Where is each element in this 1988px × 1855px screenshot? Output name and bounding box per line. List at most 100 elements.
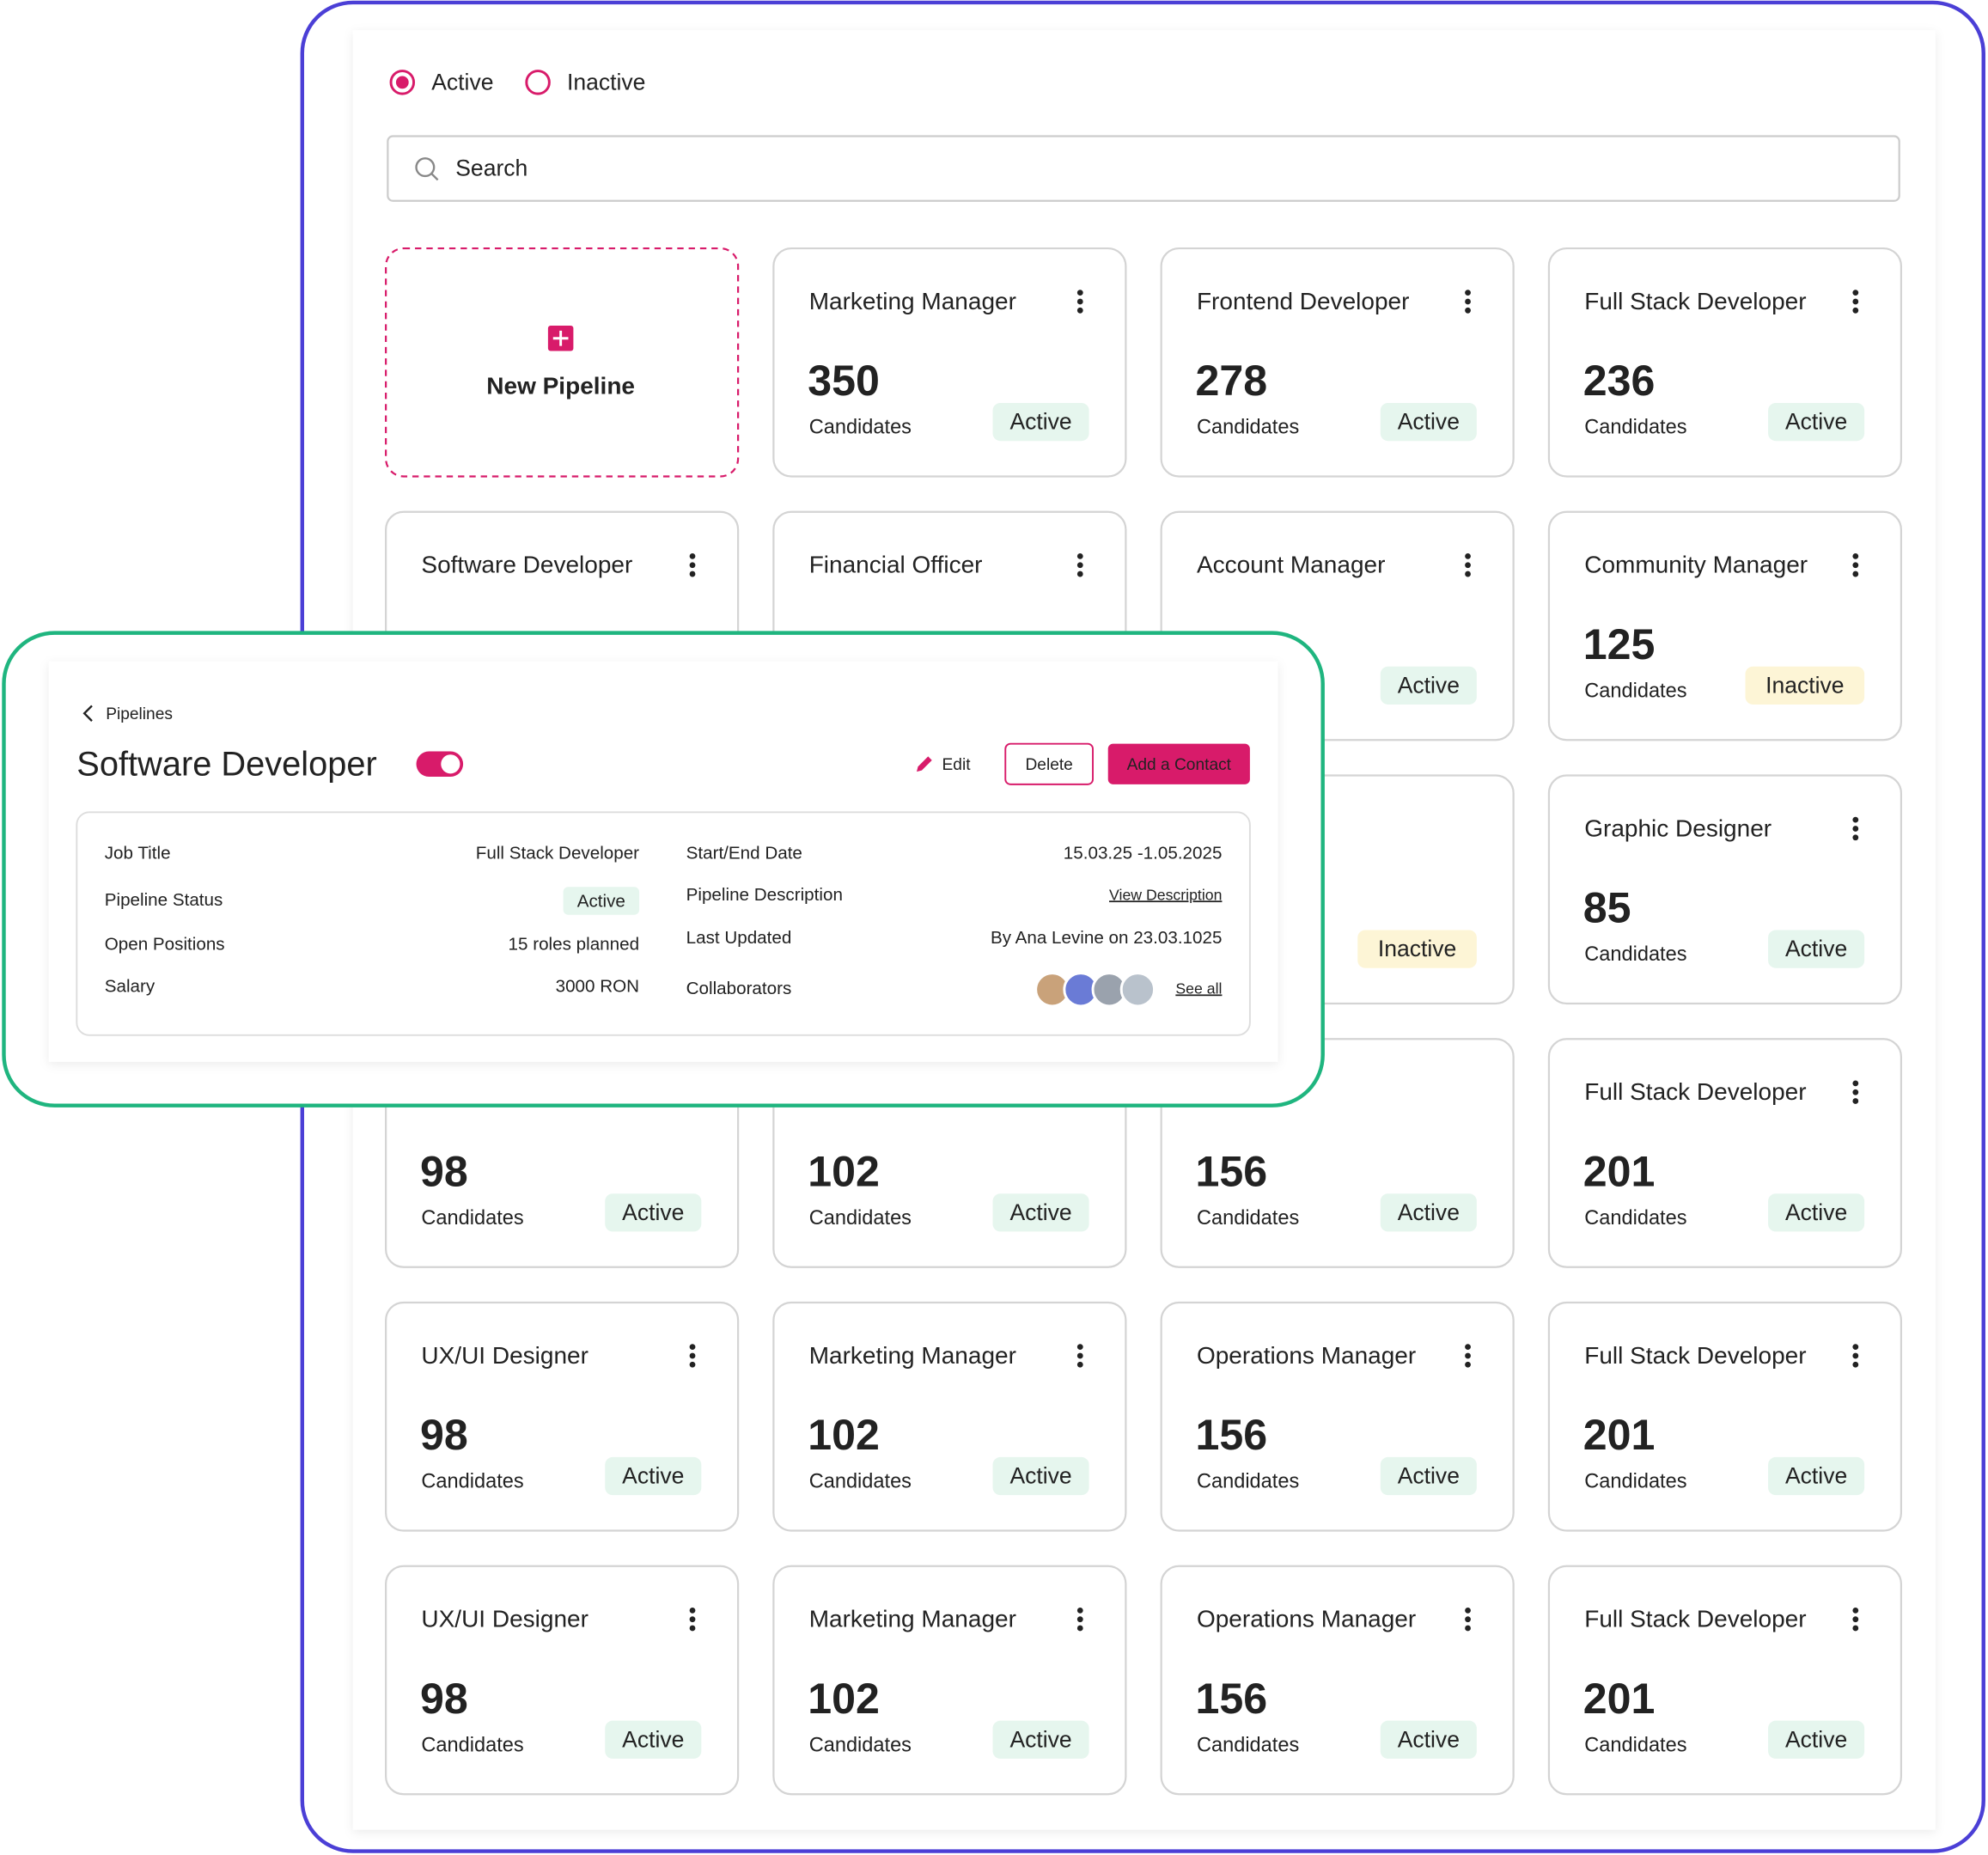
pipeline-card[interactable]: Full Stack Developer 236 Candidates Active bbox=[1547, 247, 1903, 478]
card-title: Full Stack Developer bbox=[1584, 1342, 1806, 1369]
card-menu[interactable] bbox=[1076, 553, 1083, 577]
card-menu[interactable] bbox=[1852, 816, 1859, 841]
pipeline-card[interactable]: Operations Manager 156 Candidates Active bbox=[1160, 1301, 1515, 1532]
pipeline-card[interactable]: Graphic Designer 85 Candidates Active bbox=[1547, 774, 1903, 1005]
field-link[interactable]: See all bbox=[1175, 979, 1222, 997]
candidate-count: 236 bbox=[1583, 357, 1656, 405]
status-badge bbox=[1768, 930, 1865, 968]
card-menu[interactable] bbox=[1076, 290, 1083, 314]
candidate-count: 98 bbox=[420, 1147, 468, 1195]
menu-dot bbox=[689, 553, 696, 559]
pipeline-card[interactable]: Marketing Manager 102 Candidates Active bbox=[772, 1565, 1127, 1796]
add-contact-label: Add a Contact bbox=[1127, 756, 1232, 774]
candidate-count: 156 bbox=[1195, 1147, 1267, 1195]
menu-dot bbox=[1076, 562, 1083, 569]
status-badge bbox=[992, 1193, 1089, 1232]
toggle-knob bbox=[441, 754, 460, 774]
radio bbox=[525, 70, 551, 95]
candidate-count: 85 bbox=[1583, 884, 1631, 932]
pipeline-card[interactable]: Frontend Developer 278 Candidates Active bbox=[1160, 247, 1515, 478]
status-badge bbox=[1768, 402, 1865, 442]
candidate-count: 98 bbox=[420, 1675, 468, 1723]
card-menu[interactable] bbox=[689, 1607, 696, 1632]
candidate-label: Candidates bbox=[421, 1206, 523, 1229]
menu-dot bbox=[689, 1344, 696, 1351]
card-title: Marketing Manager bbox=[809, 1342, 1016, 1369]
pipeline-card[interactable]: Full Stack Developer 201 Candidates Active bbox=[1547, 1565, 1903, 1796]
card-menu[interactable] bbox=[1076, 1607, 1083, 1632]
status-badge bbox=[605, 1456, 702, 1496]
card-menu[interactable] bbox=[1852, 1344, 1859, 1368]
radio bbox=[389, 70, 416, 95]
details-box bbox=[76, 811, 1251, 1036]
menu-dot bbox=[1076, 290, 1083, 296]
menu-dot bbox=[1852, 1352, 1859, 1359]
card-menu[interactable] bbox=[1852, 553, 1859, 577]
card-menu[interactable] bbox=[1465, 1607, 1471, 1632]
candidate-count: 102 bbox=[808, 1411, 880, 1459]
candidate-count: 102 bbox=[808, 1675, 880, 1723]
candidate-label: Candidates bbox=[1197, 1733, 1299, 1755]
candidate-count: 125 bbox=[1583, 620, 1656, 668]
breadcrumb[interactable]: Pipelines bbox=[82, 705, 173, 723]
menu-dot bbox=[1852, 826, 1859, 832]
candidate-label: Candidates bbox=[1584, 416, 1686, 438]
status-text: Inactive bbox=[1378, 936, 1456, 961]
card-menu[interactable] bbox=[1465, 1344, 1471, 1368]
card-menu[interactable] bbox=[1852, 1080, 1859, 1104]
status-toggle[interactable] bbox=[416, 751, 464, 778]
candidate-label: Candidates bbox=[1197, 1470, 1299, 1492]
pipeline-card[interactable]: Marketing Manager 350 Candidates Active bbox=[772, 247, 1127, 478]
edit-button[interactable]: Edit bbox=[917, 756, 971, 774]
search-box[interactable]: Search bbox=[387, 135, 1900, 202]
menu-dot bbox=[689, 1352, 696, 1359]
delete-label: Delete bbox=[1025, 756, 1072, 774]
pipeline-card[interactable]: UX/UI Designer 98 Candidates Active bbox=[385, 1565, 740, 1796]
status-text: Active bbox=[1785, 936, 1847, 961]
edit-icon bbox=[917, 756, 932, 772]
card-title: Full Stack Developer bbox=[1584, 1078, 1806, 1105]
status-badge bbox=[1768, 1720, 1865, 1759]
delete-frame bbox=[1004, 742, 1094, 785]
pipeline-card[interactable]: Operations Manager 156 Candidates Active bbox=[1160, 1565, 1515, 1796]
menu-dot bbox=[1076, 1607, 1083, 1614]
candidate-count: 201 bbox=[1583, 1675, 1656, 1723]
add-contact-button[interactable]: Add a Contact bbox=[1107, 743, 1250, 784]
status-badge bbox=[992, 1720, 1089, 1759]
pipeline-card[interactable]: Full Stack Developer 201 Candidates Active bbox=[1547, 1301, 1903, 1532]
status-badge bbox=[992, 402, 1089, 442]
search-icon-handle bbox=[430, 173, 439, 181]
candidate-label: Candidates bbox=[1584, 943, 1686, 965]
card-title: Account Manager bbox=[1197, 552, 1385, 578]
field-link[interactable]: View Description bbox=[1109, 886, 1222, 903]
card-menu[interactable] bbox=[1852, 290, 1859, 314]
card-menu[interactable] bbox=[689, 553, 696, 577]
card-menu[interactable] bbox=[1076, 1344, 1083, 1368]
card-title: Software Developer bbox=[421, 552, 632, 578]
candidate-count: 102 bbox=[808, 1147, 880, 1195]
pipeline-card[interactable]: UX/UI Designer 98 Candidates Active bbox=[385, 1301, 740, 1532]
status-badge bbox=[605, 1193, 702, 1232]
card-menu[interactable] bbox=[1465, 290, 1471, 314]
radio-option[interactable]: Active bbox=[389, 69, 493, 95]
radio-option[interactable]: Inactive bbox=[525, 69, 646, 95]
new-pipeline-card[interactable]: New Pipeline bbox=[385, 247, 740, 478]
card-menu[interactable] bbox=[1852, 1607, 1859, 1632]
card-title: Marketing Manager bbox=[809, 1606, 1016, 1632]
status-text: Active bbox=[622, 1726, 684, 1752]
menu-dot bbox=[689, 562, 696, 569]
card-menu[interactable] bbox=[689, 1344, 696, 1368]
delete-button[interactable]: Delete bbox=[1004, 742, 1094, 785]
menu-dot bbox=[1465, 1625, 1471, 1632]
candidate-count: 201 bbox=[1583, 1147, 1656, 1195]
status-badge bbox=[1380, 402, 1477, 442]
pipeline-card[interactable]: Community Manager 125 Candidates Inactive bbox=[1547, 510, 1903, 741]
card-menu[interactable] bbox=[1465, 553, 1471, 577]
status-badge bbox=[1768, 1193, 1865, 1232]
menu-dot bbox=[1852, 1361, 1859, 1368]
field-label: Start/End Date bbox=[686, 843, 802, 863]
menu-dot bbox=[1465, 553, 1471, 559]
pipeline-card[interactable]: Full Stack Developer 201 Candidates Active bbox=[1547, 1038, 1903, 1268]
pipeline-card[interactable]: Marketing Manager 102 Candidates Active bbox=[772, 1301, 1127, 1532]
